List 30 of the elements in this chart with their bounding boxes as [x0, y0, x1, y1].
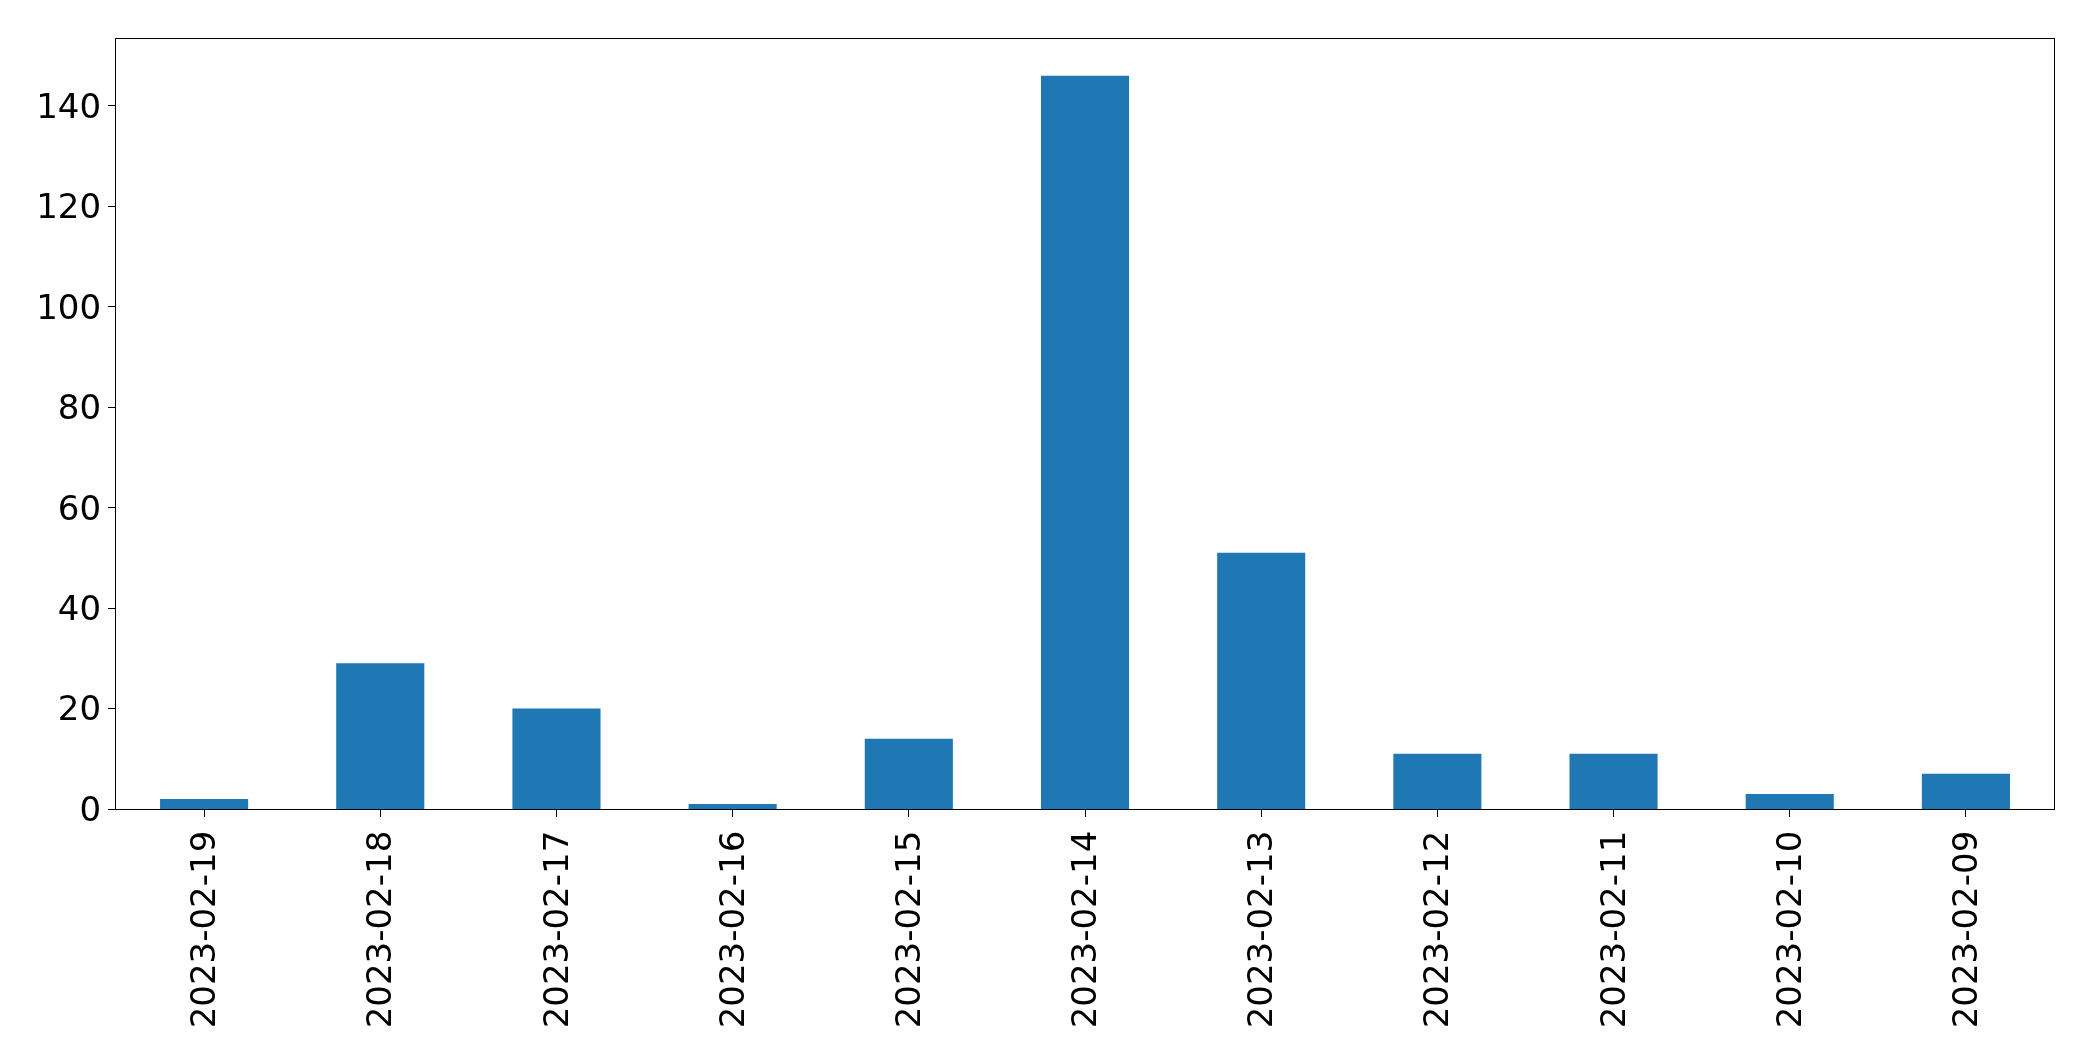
- x-tick-label: 2023-02-15: [887, 830, 928, 1029]
- y-tick-label: 40: [57, 587, 102, 628]
- bar: [1040, 75, 1130, 809]
- bar: [688, 803, 777, 809]
- bar: [864, 738, 953, 809]
- x-tick-label: 2023-02-10: [1768, 830, 1809, 1029]
- x-tick-label: 2023-02-17: [535, 830, 576, 1029]
- bar: [1745, 793, 1834, 809]
- bar: [512, 708, 601, 809]
- y-tick-label: 80: [57, 387, 102, 428]
- y-tick-label: 60: [57, 487, 102, 528]
- bar: [1217, 552, 1306, 809]
- y-tick-label: 20: [57, 688, 102, 729]
- x-tick-label: 2023-02-18: [359, 830, 400, 1029]
- x-tick-label: 2023-02-16: [711, 830, 752, 1029]
- bar: [1569, 753, 1658, 809]
- x-tick-label: 2023-02-14: [1064, 830, 1105, 1029]
- bar: [1921, 773, 2010, 809]
- y-tick-label: 120: [36, 186, 102, 227]
- x-tick-label: 2023-02-09: [1944, 830, 1985, 1029]
- bar: [160, 798, 249, 809]
- x-tick-label: 2023-02-11: [1592, 830, 1633, 1029]
- y-tick-label: 140: [36, 85, 102, 126]
- y-tick-label: 100: [36, 286, 102, 327]
- bar: [336, 663, 425, 809]
- x-tick-label: 2023-02-13: [1240, 830, 1281, 1029]
- bar: [1393, 753, 1482, 809]
- y-tick-label: 0: [79, 788, 102, 829]
- x-tick-label: 2023-02-19: [183, 830, 224, 1029]
- x-tick-label: 2023-02-12: [1416, 830, 1457, 1029]
